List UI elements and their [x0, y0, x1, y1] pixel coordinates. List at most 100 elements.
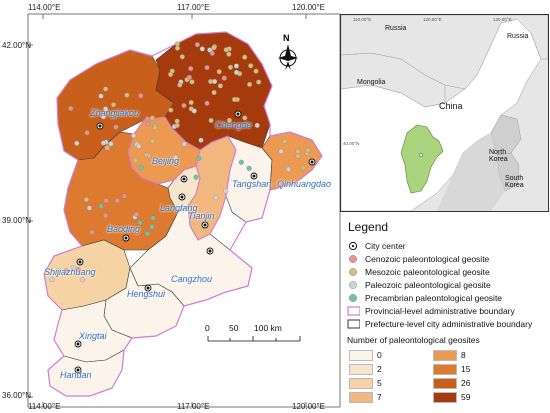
count-swatch-59-label: 59: [461, 392, 471, 402]
geosite-point: [113, 124, 119, 130]
geosite-point: [108, 141, 114, 147]
geosite-point: [138, 93, 144, 99]
legend-label-mesozoic: Mesozoic paleontological geosite: [365, 267, 490, 277]
geosite-point: [63, 268, 69, 274]
geosite-point: [204, 65, 210, 71]
geosite-point: [150, 215, 156, 221]
geosite-point: [124, 92, 130, 98]
geosite-point: [79, 277, 85, 283]
count-swatch-7-color: [349, 392, 373, 403]
geosite-point: [300, 165, 306, 171]
legend-label-paleozoic: Paleozoic paleontological geosite: [365, 280, 491, 290]
city-label-handan: Handan: [60, 370, 92, 380]
scale-label-100km: 100 km: [254, 323, 282, 333]
geosite-point: [102, 213, 109, 219]
beijing-boundary: [127, 116, 201, 185]
geosite-point: [233, 63, 239, 69]
geosite-point: [221, 75, 227, 81]
geosite-point: [246, 165, 252, 171]
cenozoic-site-icon: [349, 255, 357, 263]
scale-bar-graphic: [207, 336, 301, 342]
geosite-point: [186, 74, 192, 80]
geosite-point: [152, 124, 158, 131]
geosite-point: [137, 220, 143, 226]
city-label-zhangjiakou: Zhangjiakou: [90, 108, 140, 118]
mesozoic-site-icon: [349, 268, 357, 276]
city-center-baoding: [122, 234, 130, 242]
geosite-point: [174, 45, 181, 51]
geosite-point: [278, 148, 284, 154]
geosite-point: [89, 229, 95, 235]
provincial-boundary: [43, 31, 323, 397]
inset-coord-120: 120.00°E: [423, 17, 442, 22]
geosite-point: [133, 211, 140, 217]
geosite-point: [231, 96, 238, 103]
geosite-point: [98, 93, 104, 99]
geosite-point: [227, 64, 234, 70]
geosite-point: [253, 68, 259, 74]
inset-label-russia-west: Russia: [385, 25, 407, 32]
count-swatch-8-label: 8: [461, 350, 466, 360]
geosite-point: [149, 115, 155, 121]
geosite-point: [204, 100, 210, 106]
precambrian-site-icon: [349, 294, 357, 302]
geosite-point: [285, 166, 292, 172]
geosite-point: [100, 140, 107, 146]
geosite-point: [174, 118, 180, 124]
legend-label-cenozoic: Cenozoic paleontological geosite: [365, 254, 490, 264]
geosite-point: [242, 54, 248, 60]
north-arrow-label: N: [283, 33, 290, 43]
geosite-point: [136, 143, 142, 149]
city-center-tianjin: [201, 221, 209, 229]
geosite-point: [254, 122, 260, 128]
geosite-point: [177, 82, 183, 88]
inset-label-south-korea: South Korea: [505, 175, 524, 189]
legend-title: Legend: [348, 220, 389, 234]
geosite-point: [149, 138, 156, 144]
inset-russia: [341, 15, 548, 90]
geosite-point: [138, 165, 144, 171]
city-label-xingtai: Xingtai: [79, 331, 107, 341]
geosite-point: [199, 46, 205, 52]
count-swatch-5-color: [349, 378, 373, 389]
count-swatch-26-color: [433, 378, 457, 389]
geosite-points: [49, 41, 311, 283]
geosite-point: [100, 114, 106, 120]
geosite-point: [223, 47, 229, 53]
paleozoic-site-icon: [349, 281, 357, 289]
lon-label-top-120: 120.00°E: [292, 3, 326, 12]
geosite-point: [247, 81, 253, 87]
geosite-point: [103, 106, 109, 112]
city-center-zhangjiakou: [96, 122, 104, 130]
city-center-langfang: [178, 193, 186, 201]
city-label-beijing: Beijing: [152, 156, 180, 166]
scale-label-0: 0: [205, 323, 210, 333]
geosite-point: [179, 54, 185, 60]
city-center-icon: [348, 241, 358, 251]
lon-label-bottom-117: 117.00°E: [177, 402, 210, 411]
geosite-point: [198, 137, 204, 143]
inset-beijing-dot: [419, 153, 423, 157]
geosite-point: [196, 155, 202, 161]
count-swatch-0-label: 0: [377, 350, 382, 360]
count-swatch-26-label: 26: [461, 378, 471, 388]
city-center-hengshui: [144, 284, 152, 292]
city-center-xingtai: [74, 340, 82, 348]
geosite-point: [211, 89, 217, 96]
inset-hebei-highlight: [400, 124, 444, 194]
geosite-point: [143, 152, 150, 158]
inset-sea: [437, 133, 505, 211]
geosite-point: [282, 138, 288, 145]
geosite-point: [208, 117, 214, 124]
geosite-point: [217, 83, 223, 89]
inset-coord-130: 130.00°E: [493, 17, 512, 22]
geosite-point: [174, 122, 180, 128]
geosite-point: [168, 107, 174, 113]
geosite-point: [226, 117, 232, 123]
geosite-point: [209, 50, 215, 56]
count-swatch-59-color: [433, 392, 457, 403]
provincial-boundary-icon: [347, 306, 360, 316]
geosite-point: [295, 153, 301, 159]
geosite-point: [213, 195, 219, 201]
geosite-point: [223, 188, 229, 194]
